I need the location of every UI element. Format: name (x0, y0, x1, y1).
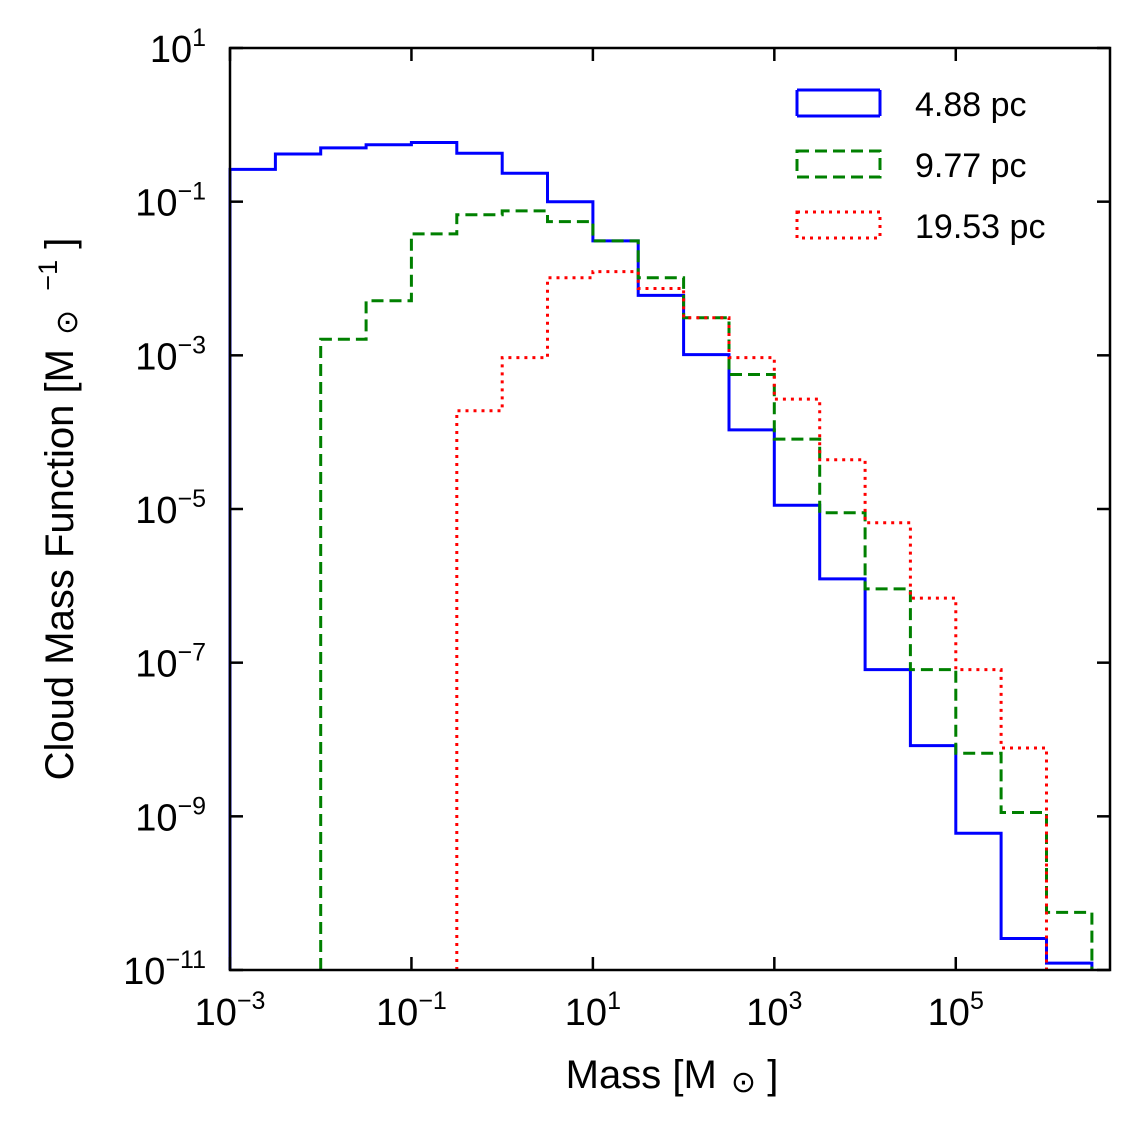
x-axis-sun-symbol: ⊙ (731, 1066, 756, 1099)
x-tick-label: 10−1 (376, 987, 447, 1034)
legend: 4.88 pc 9.77 pc 19.53 pc (795, 86, 1045, 246)
x-tick-label: 105 (928, 987, 984, 1034)
tick-layer: 10−3 10−1 101 103 105 10−11 10−9 10−7 10−5 10−3 10… (123, 24, 1110, 1034)
series-layer (228, 141, 1094, 970)
y-axis-sun-symbol: ⊙ (51, 310, 84, 335)
y-tick-label: 10−11 (123, 946, 206, 993)
y-tick-label: 101 (150, 24, 206, 71)
x-tick-label: 103 (746, 987, 802, 1034)
legend-label-9-77: 9.77 pc (915, 147, 1027, 185)
y-tick-label: 10−1 (135, 178, 206, 225)
plot-background (230, 48, 1110, 970)
x-tick-label: 101 (565, 987, 621, 1034)
legend-swatch-red (795, 210, 882, 240)
legend-label-4-88: 4.88 pc (915, 86, 1027, 124)
y-tick-label: 10−3 (135, 331, 206, 378)
series-1-step-line (228, 141, 1094, 970)
y-axis-title: Cloud Mass Function [M ⊙ −1 ] (22, 238, 86, 781)
y-tick-label: 10−9 (135, 792, 206, 839)
x-axis-title: Mass [M ⊙ ] (566, 1053, 779, 1101)
y-axis-title-text: Cloud Mass Function [M (38, 349, 82, 780)
y-axis-title-close: ] (38, 238, 82, 249)
legend-label-19-53: 19.53 pc (915, 208, 1045, 246)
x-axis-title-text: Mass [M (566, 1053, 717, 1097)
y-tick-label: 10−5 (135, 485, 206, 532)
y-axis-unit-exponent: −1 (33, 260, 63, 291)
x-axis-title-close: ] (767, 1053, 778, 1097)
legend-swatch-green (795, 149, 882, 179)
y-tick-label: 10−7 (135, 639, 206, 686)
x-tick-label: 10−3 (195, 987, 266, 1034)
